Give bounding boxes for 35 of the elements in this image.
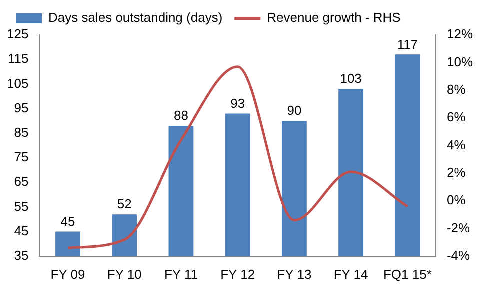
y2-tick-label: 12% [446,26,474,42]
data-label: 117 [397,36,418,52]
x-tick-label: FY 13 [277,266,312,282]
y-tick-label: 125 [6,26,29,42]
data-label: 93 [230,96,246,111]
y-tick-label: 35 [14,248,29,263]
data-label: 90 [287,103,302,118]
y2-tick-label: 10% [446,54,474,70]
x-tick-label: FY 11 [164,266,198,282]
x-tick-label: FY 12 [220,266,256,282]
legend-label: Revenue growth - RHS [267,10,402,26]
y2-tick-label: 8% [446,82,466,97]
y-tick-label: 65 [14,174,29,190]
x-tick-label: FY 09 [50,266,86,282]
y2-tick-label: -4% [446,248,471,263]
y-tick-label: 85 [14,124,29,140]
y2-tick-label: -2% [446,220,471,236]
data-label: 88 [174,108,188,124]
x-tick-label: FY 14 [334,266,368,282]
y2-tick-label: 0% [446,192,466,208]
y-tick-label: 95 [14,100,29,116]
y-tick-label: 115 [8,51,29,66]
y2-tick-label: 4% [446,137,466,152]
data-label: 52 [117,196,132,212]
data-label: 45 [60,214,76,229]
y2-tick-label: 6% [446,110,466,125]
x-tick-label: FQ1 15* [383,266,432,282]
y-tick-label: 45 [14,223,29,238]
y2-tick-label: 2% [446,164,466,180]
y-tick-label: 55 [14,198,29,214]
y-tick-label: 105 [6,76,29,91]
data-label: 103 [340,71,362,86]
legend-label: Days sales outstanding (days) [48,10,223,26]
y-tick-label: 75 [14,150,29,165]
x-tick-label: FY 10 [107,266,142,282]
